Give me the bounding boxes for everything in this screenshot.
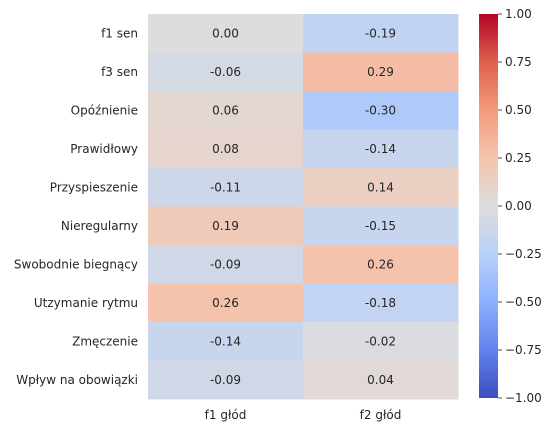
heatmap-cell — [148, 283, 304, 323]
heatmap-cell — [148, 360, 304, 400]
cell-value-label: 0.00 — [212, 26, 239, 40]
cell-value-label: -0.06 — [210, 65, 241, 79]
heatmap-cell — [303, 168, 459, 207]
cell-value-label: -0.09 — [210, 257, 241, 271]
cell-value-label: -0.14 — [365, 142, 396, 156]
row-tick-label: f1 sen — [101, 26, 138, 40]
heatmap-cell — [303, 91, 459, 130]
heatmap-cell — [148, 129, 304, 169]
cell-value-label: -0.15 — [365, 219, 396, 233]
heatmap-cell — [303, 52, 459, 92]
colorbar-tick-label: −0.50 — [505, 295, 542, 309]
row-tick-label: Zmęczenie — [72, 334, 138, 348]
heatmap-cell — [303, 129, 459, 169]
colorbar-tick-label: −1.00 — [505, 391, 542, 405]
heatmap-cell — [148, 245, 304, 284]
cell-value-label: -0.14 — [210, 334, 241, 348]
column-tick-labels: f1 głód f2 głód — [205, 408, 402, 422]
cell-value-label: 0.19 — [212, 219, 239, 233]
heatmap-cell — [303, 360, 459, 400]
colorbar-tick-label: 0.75 — [505, 55, 532, 69]
row-tick-label: f3 sen — [101, 65, 138, 79]
heatmap-cell — [148, 322, 304, 361]
cell-value-label: -0.18 — [365, 296, 396, 310]
heatmap-cell — [148, 14, 304, 53]
cell-value-label: 0.06 — [212, 103, 239, 117]
cell-value-label: 0.08 — [212, 142, 239, 156]
heatmap-cell — [303, 322, 459, 361]
heatmap-cell — [303, 283, 459, 323]
heatmap-cell — [148, 206, 304, 246]
colorbar-tick-label: 1.00 — [505, 7, 532, 21]
heatmap-cell — [148, 168, 304, 207]
cell-value-label: 0.14 — [367, 180, 394, 194]
cell-value-label: 0.26 — [367, 257, 394, 271]
cell-value-label: -0.09 — [210, 373, 241, 387]
colorbar: 1.00 0.75 0.50 0.25 0.00 −0.25 −0.50 −0.75 −1.00 — [479, 7, 542, 405]
row-tick-label: Przyspieszenie — [50, 180, 138, 194]
heatmap-cell-labels: 0.00 -0.19 -0.06 0.29 0.06 -0.30 0.08 -0.14 -0.1… — [210, 26, 396, 387]
colorbar-tick-label: 0.50 — [505, 103, 532, 117]
colorbar-tick-label: −0.75 — [505, 343, 542, 357]
heatmap-cells — [148, 14, 459, 400]
cell-value-label: -0.30 — [365, 103, 396, 117]
colorbar-tick-label: −0.25 — [505, 247, 542, 261]
column-tick-label: f2 głód — [360, 408, 402, 422]
column-tick-label: f1 głód — [205, 408, 247, 422]
heatmap-cell — [303, 14, 459, 53]
colorbar-tick-label: 0.25 — [505, 151, 532, 165]
cell-value-label: 0.29 — [367, 65, 394, 79]
row-tick-labels: f1 sen f3 sen Opóźnienie Prawidłowy Przyspie… — [14, 26, 138, 387]
heatmap-cell — [303, 245, 459, 284]
cell-value-label: -0.19 — [365, 26, 396, 40]
row-tick-label: Prawidłowy — [70, 142, 138, 156]
cell-value-label: -0.02 — [365, 334, 396, 348]
row-tick-label: Nieregularny — [61, 219, 138, 233]
colorbar-tick-labels: 1.00 0.75 0.50 0.25 0.00 −0.25 −0.50 −0.75 −1.00 — [498, 7, 542, 405]
heatmap-cell — [148, 52, 304, 92]
heatmap-cell — [303, 206, 459, 246]
colorbar-tick-label: 0.00 — [505, 199, 532, 213]
cell-value-label: -0.11 — [210, 180, 241, 194]
heatmap-cell — [148, 91, 304, 130]
cell-value-label: 0.04 — [367, 373, 394, 387]
cell-value-label: 0.26 — [212, 296, 239, 310]
row-tick-label: Wpływ na obowiązki — [16, 373, 138, 387]
colorbar-gradient — [479, 14, 498, 398]
row-tick-label: Utzymanie rytmu — [34, 296, 138, 310]
row-tick-label: Opóźnienie — [71, 103, 138, 117]
row-tick-label: Swobodnie biegnący — [14, 257, 138, 271]
